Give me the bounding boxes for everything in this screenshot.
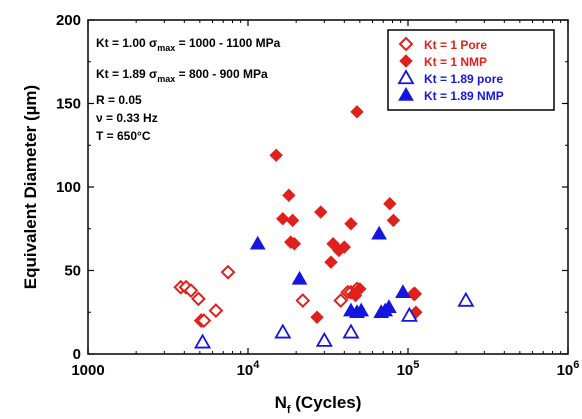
data-point — [191, 291, 206, 307]
x-tick-base: 10 — [397, 362, 414, 379]
condition-subscript: max — [157, 74, 175, 84]
data-point — [249, 235, 266, 250]
x-tick-label: 105 — [397, 359, 420, 379]
data-point — [269, 148, 283, 162]
data-point — [196, 313, 212, 329]
data-point — [337, 240, 352, 254]
condition-text-rest: = 800 - 900 MPa — [175, 67, 268, 81]
plot-area — [87, 19, 569, 355]
x-axis-title-main: N — [275, 393, 287, 412]
legend-box — [387, 29, 555, 111]
data-point — [400, 306, 418, 322]
x-tick-exponent: 6 — [573, 359, 579, 371]
y-tick-label: 100 — [56, 179, 81, 196]
y-tick-label: 200 — [56, 12, 81, 29]
data-point — [350, 105, 364, 119]
y-axis-title: Equivalent Diameter (µm) — [21, 85, 40, 289]
data-point — [287, 237, 302, 251]
legend-label: Kt = 1.89 pore — [424, 72, 503, 86]
data-point — [406, 287, 421, 301]
condition-text: ν = 0.33 Hz — [96, 111, 158, 125]
data-point — [194, 333, 212, 349]
data-point — [342, 323, 360, 339]
data-point — [371, 225, 387, 240]
x-tick-base: 1000 — [71, 362, 104, 379]
x-tick-base: 10 — [237, 362, 254, 379]
condition-text: Kt = 1.89 σ — [96, 67, 157, 81]
data-point — [457, 291, 475, 307]
data-point — [381, 299, 397, 313]
y-tick-label: 150 — [56, 96, 81, 113]
data-point — [295, 293, 311, 308]
data-point — [386, 213, 401, 228]
series-kt-1-89-nmp — [249, 225, 411, 318]
data-point — [353, 282, 367, 296]
condition-subscript: max — [157, 43, 175, 53]
x-tick-exponent: 5 — [413, 359, 419, 371]
x-tick-exponent: 4 — [253, 359, 260, 371]
condition-line: Kt = 1.89 σmax = 800 - 900 MPa — [96, 67, 268, 84]
condition-line: T = 650°C — [96, 129, 151, 143]
data-point — [383, 196, 397, 211]
legend: Kt = 1 Pore Kt = 1 NMP Kt = 1.89 pore Kt = … — [387, 29, 555, 111]
x-tick-label: 1000 — [71, 362, 104, 379]
legend-marker — [399, 54, 413, 68]
legend-label: Kt = 1.89 NMP — [424, 89, 504, 103]
data-point — [183, 283, 199, 298]
condition-text: Kt = 1.00 σ — [96, 36, 157, 50]
data-point — [274, 323, 292, 339]
legend-marker — [397, 69, 415, 85]
y-tick-label: 0 — [73, 346, 81, 363]
data-point — [324, 255, 338, 269]
data-point — [291, 270, 308, 285]
legend-marker — [398, 86, 414, 101]
legend-label: Kt = 1 Pore — [424, 38, 487, 52]
data-points — [173, 105, 475, 349]
condition-text: R = 0.05 — [96, 93, 142, 107]
data-point — [333, 293, 349, 308]
x-axis-title-subscript: f — [287, 404, 291, 416]
legend-label: Kt = 1 NMP — [424, 55, 487, 69]
data-point — [314, 205, 328, 219]
x-tick-label: 104 — [237, 359, 261, 379]
condition-text-rest: = 1000 - 1100 MPa — [175, 36, 280, 50]
data-point — [344, 217, 358, 231]
data-point — [220, 264, 236, 280]
data-point — [353, 302, 370, 317]
condition-line: R = 0.05 — [96, 93, 142, 107]
legend-marker — [398, 36, 414, 52]
condition-line: ν = 0.33 Hz — [96, 111, 158, 125]
data-point — [395, 284, 411, 298]
data-point — [276, 212, 290, 226]
x-tick-label: 106 — [557, 359, 580, 379]
data-point — [285, 213, 300, 228]
data-point — [310, 310, 324, 324]
y-tick-label: 50 — [64, 263, 81, 280]
series-kt-1-nmp — [269, 105, 423, 324]
data-point — [208, 303, 224, 318]
data-point — [282, 188, 296, 203]
condition-text: T = 650°C — [96, 129, 151, 143]
x-tick-base: 10 — [557, 362, 574, 379]
x-axis-title: Nf (Cycles) — [275, 393, 362, 416]
condition-line: Kt = 1.00 σmax = 1000 - 1100 MPa — [96, 36, 281, 53]
data-point — [315, 331, 333, 347]
x-axis-title-rest: (Cycles) — [291, 393, 362, 412]
series-kt-1-89-pore — [194, 291, 475, 349]
